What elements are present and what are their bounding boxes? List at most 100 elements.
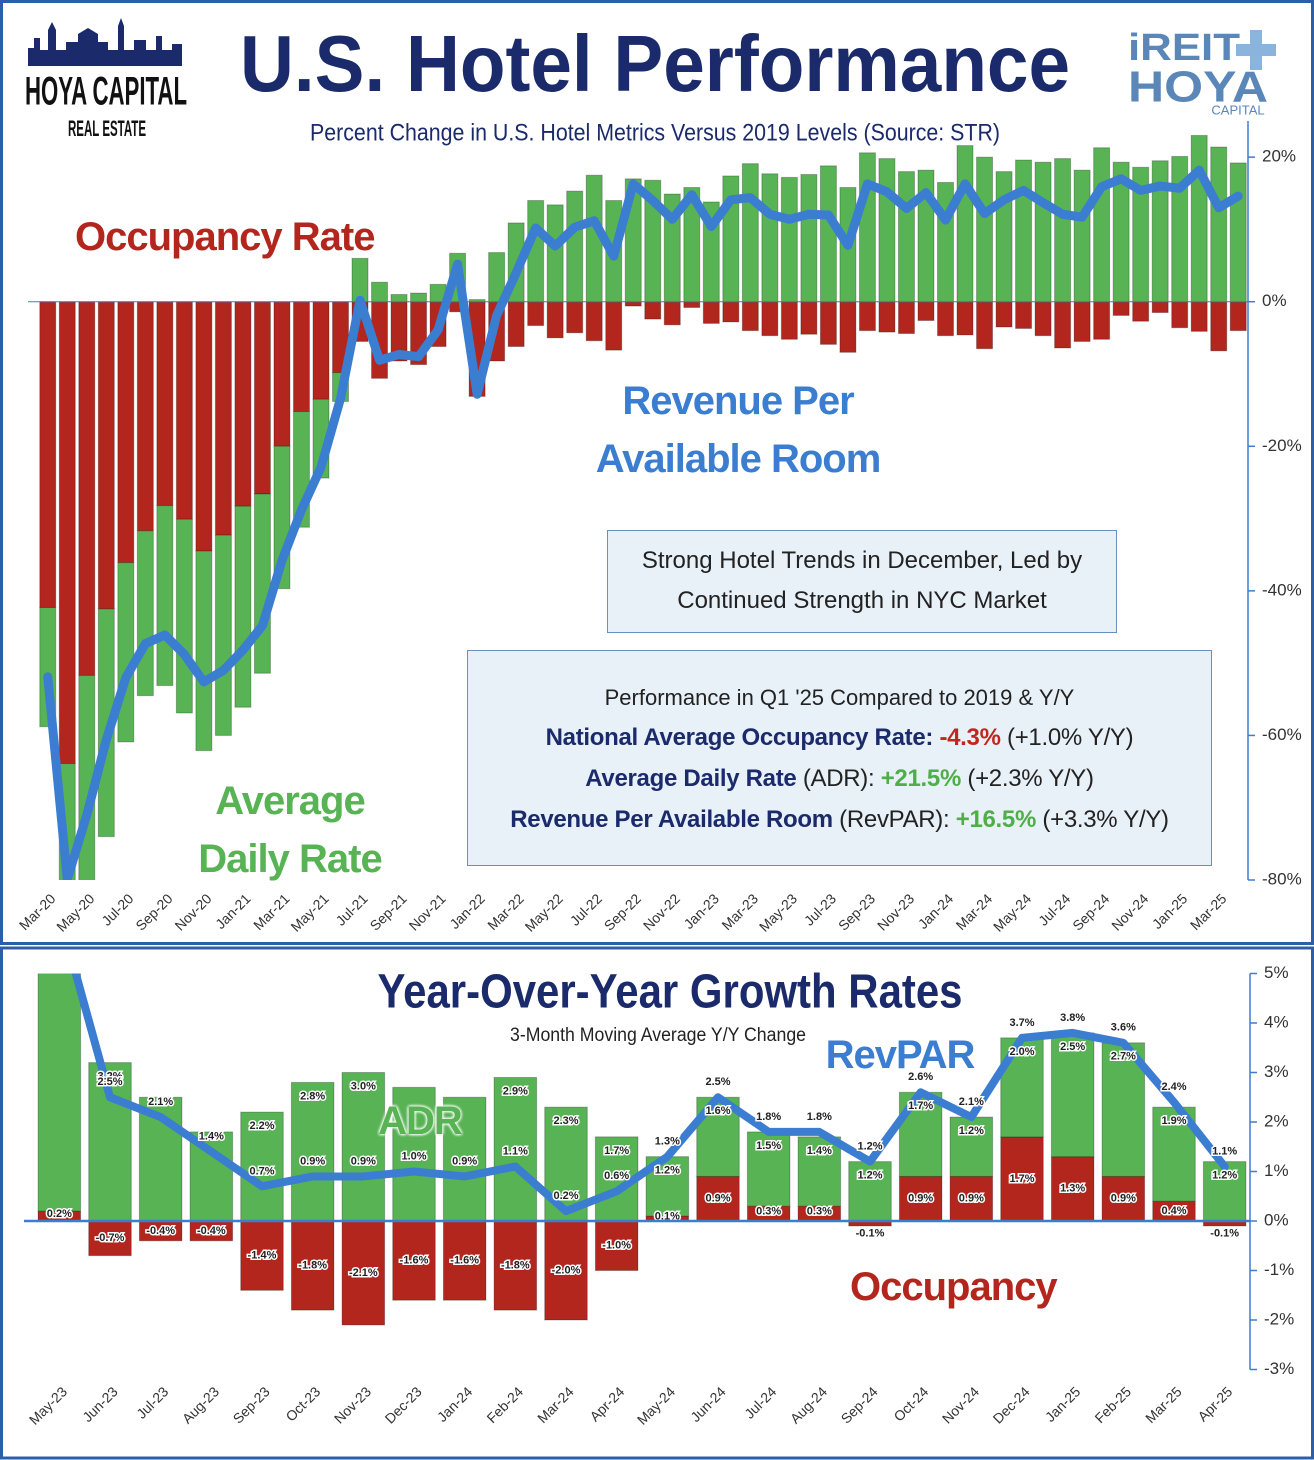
bar [175, 301, 193, 520]
bar [410, 292, 428, 303]
y-tick-label: 0% [1264, 1210, 1289, 1229]
bar [1229, 301, 1247, 332]
bar [949, 1116, 994, 1177]
bar [546, 301, 564, 339]
data-label: 2.5% [705, 1076, 730, 1088]
x-tick-label: Jul-20 [98, 890, 136, 928]
bar [1171, 301, 1189, 329]
bar [156, 301, 174, 507]
data-label: -0.7% [96, 1232, 125, 1244]
x-tick-label: Feb-25 [1091, 1383, 1134, 1426]
bar [594, 1136, 639, 1222]
bar [702, 301, 720, 324]
bar [1073, 169, 1091, 303]
plot: 0.2% -0.7% -0.4% -0.4% -1.4% -1.8% -2.1% -1.6% -… [37, 973, 1247, 1326]
x-tick-label: Mar-21 [250, 890, 293, 933]
bar [156, 505, 174, 687]
chart-title: Year-Over-Year Growth Rates [378, 966, 963, 1019]
bar [566, 190, 584, 303]
logo-right-line1: iREIT [1128, 27, 1240, 69]
bar [761, 173, 779, 303]
bar [292, 301, 310, 413]
data-label: 0.7% [249, 1165, 274, 1177]
data-label: 2.1% [959, 1096, 984, 1108]
bar [800, 301, 818, 335]
bar [341, 1072, 386, 1222]
bar [897, 301, 915, 335]
bar [839, 301, 857, 353]
x-tick-label: Nov-23 [874, 890, 917, 933]
data-label: 1.8% [756, 1111, 781, 1123]
data-label: -1.6% [400, 1255, 429, 1267]
y-tick-label: -2% [1264, 1309, 1294, 1328]
x-tick-label: Nov-24 [1108, 890, 1151, 933]
series-label: Average Daily Rate [198, 779, 382, 881]
data-label: 2.6% [908, 1071, 933, 1083]
x-tick-label: Jul-24 [1035, 890, 1073, 928]
x-tick-label: Sep-21 [367, 890, 410, 933]
x-tick-label: Apr-25 [1194, 1383, 1235, 1424]
bar [741, 301, 759, 332]
bar [1034, 301, 1052, 337]
y-tick-label: -40% [1262, 580, 1302, 599]
bar [683, 301, 701, 308]
row-abbr: (RevPAR): [839, 806, 950, 833]
y-tick-label: 5% [1264, 963, 1289, 982]
x-tick-label: May-22 [522, 890, 566, 934]
data-label: 1.1% [503, 1145, 528, 1157]
bar [936, 301, 955, 337]
series-label: ADR [378, 1099, 463, 1143]
bar [527, 301, 545, 327]
chart-title: U.S. Hotel Performance [240, 19, 1070, 108]
data-label: 2.5% [97, 1076, 122, 1088]
bar [195, 301, 213, 552]
data-label: 3.8% [1060, 1012, 1085, 1024]
bar [546, 204, 564, 303]
bar [88, 1220, 132, 1257]
y-tick-label: -20% [1262, 436, 1302, 455]
data-label: 2.3% [553, 1115, 578, 1127]
x-tick-label: Sep-24 [1069, 890, 1112, 933]
bar [290, 1081, 335, 1222]
bar [392, 1086, 436, 1222]
data-label: 1.6% [705, 1105, 730, 1117]
data-label: 3.7% [1009, 1017, 1034, 1029]
row-change: (+1.0% Y/Y) [1007, 724, 1134, 751]
bar [1132, 301, 1150, 322]
x-tick-label: Jul-23 [133, 1383, 171, 1421]
bar [878, 158, 896, 303]
data-label: 0.9% [908, 1193, 933, 1205]
data-label: 1.3% [655, 1136, 680, 1148]
bar [858, 152, 876, 303]
x-tick-label: Aug-24 [787, 1383, 830, 1426]
data-label: -1.6% [450, 1255, 479, 1267]
data-label: -0.1% [856, 1227, 885, 1239]
bar [1190, 134, 1208, 303]
bar [442, 1096, 487, 1222]
data-label: -1.4% [248, 1250, 277, 1262]
data-label: 1.4% [199, 1131, 224, 1143]
data-label: 1.3% [1060, 1183, 1085, 1195]
bar [976, 156, 994, 303]
bar [214, 301, 232, 536]
x-tick-label: Jan-21 [212, 890, 254, 932]
note-box: Strong Hotel Trends in December, Led by … [607, 530, 1117, 633]
x-tick-label: Feb-24 [483, 1383, 526, 1426]
data-label: 1.7% [1009, 1173, 1034, 1185]
x-tick-label: Jan-24 [915, 890, 957, 932]
data-label: -0.1% [1210, 1227, 1239, 1239]
bar [848, 1161, 892, 1222]
bar [644, 301, 662, 320]
bar [442, 1220, 487, 1301]
x-tick-label: Jan-23 [680, 890, 722, 932]
x-tick-label: Jun-24 [687, 1383, 729, 1425]
data-label: 2.8% [300, 1090, 325, 1102]
row-label: Revenue Per Available Room [510, 806, 833, 833]
bar [37, 973, 82, 1212]
data-label: 1.7% [908, 1100, 933, 1112]
x-tick-label: Jul-23 [801, 890, 839, 928]
logo-right-tagline: CAPITAL [1211, 102, 1264, 117]
y-tick-label: 2% [1264, 1111, 1289, 1130]
bar [605, 301, 623, 351]
data-label: 1.1% [1212, 1145, 1237, 1157]
